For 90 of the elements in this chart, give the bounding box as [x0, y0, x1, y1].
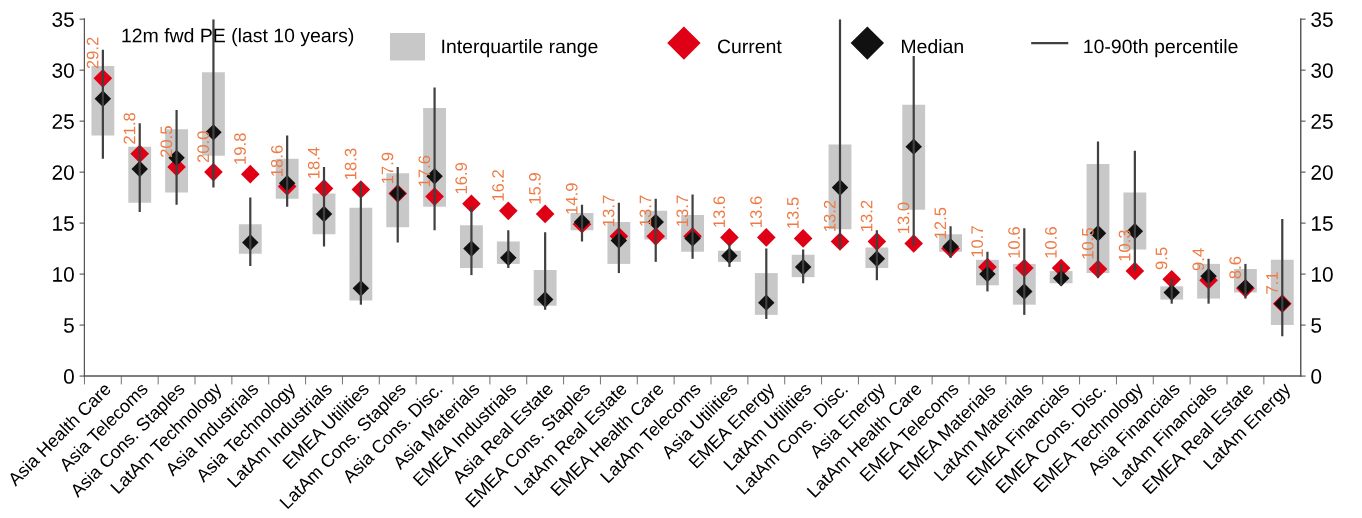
data-label: 13.6 — [713, 196, 726, 227]
y2-tick-label: 0 — [1311, 369, 1322, 384]
bar — [1170, 278, 1173, 304]
y-tick-label: 10 — [53, 267, 74, 282]
y2-tick-label: 30 — [1311, 63, 1333, 78]
bar — [765, 248, 768, 319]
data-label: 18.3 — [344, 148, 357, 180]
data-label: 20.0 — [197, 131, 210, 163]
bar — [138, 123, 141, 212]
bar — [507, 230, 510, 268]
y-tick-label: 0 — [63, 369, 74, 384]
bar — [359, 182, 362, 305]
data-label: 21.8 — [123, 112, 136, 144]
data-label: 19.8 — [234, 133, 246, 164]
data-label: 7.1 — [1266, 272, 1278, 294]
bar — [101, 49, 104, 159]
data-label: 17.9 — [381, 152, 394, 184]
bar — [175, 109, 178, 205]
data-label: 14.9 — [565, 183, 578, 214]
data-label: 9.5 — [1155, 247, 1168, 270]
bar — [1281, 219, 1284, 337]
point — [793, 229, 813, 248]
data-label: 10.3 — [1118, 230, 1131, 261]
data-label: 18.4 — [307, 147, 320, 178]
y2-tick-label: 10 — [1312, 267, 1333, 282]
bar — [691, 194, 694, 259]
y-tick-label: 30 — [52, 63, 74, 78]
point — [756, 228, 776, 247]
bar — [1023, 228, 1026, 315]
data-label: 15.9 — [528, 173, 541, 204]
point — [462, 194, 481, 214]
legend-label: Current — [717, 39, 782, 54]
point — [1125, 261, 1145, 281]
point — [240, 164, 260, 184]
y-tick-label: 35 — [52, 12, 74, 27]
point — [498, 201, 518, 221]
data-label: 10.6 — [1044, 227, 1057, 258]
data-label: 17.6 — [418, 155, 431, 187]
y2-tick-label: 5 — [1311, 318, 1322, 333]
y2-tick-label: 35 — [1311, 12, 1333, 27]
bar — [875, 230, 878, 281]
y-tick-label: 15 — [53, 216, 74, 231]
point — [720, 228, 739, 247]
data-label: 16.2 — [492, 170, 504, 201]
bar — [396, 167, 399, 243]
data-label: 13.2 — [823, 200, 836, 232]
data-label: 10.6 — [1008, 227, 1020, 258]
bar — [949, 226, 952, 258]
bar — [286, 135, 289, 207]
legend-label: Median — [901, 39, 963, 54]
data-label: 13.6 — [750, 196, 762, 227]
y2-tick-label: 20 — [1311, 165, 1333, 180]
data-label: 8.6 — [1229, 256, 1242, 279]
data-label: 13.5 — [786, 197, 799, 228]
y-tick-label: 20 — [52, 165, 74, 180]
data-label: 13.0 — [897, 202, 910, 234]
data-label: 13.7 — [676, 195, 689, 226]
bar — [617, 202, 620, 274]
data-label: 29.2 — [86, 37, 99, 69]
point — [535, 204, 555, 224]
y-tick-label: 5 — [63, 318, 74, 333]
data-label: 16.9 — [455, 162, 468, 194]
data-label: 18.6 — [270, 145, 283, 176]
bar — [912, 55, 915, 246]
bar — [1133, 150, 1136, 272]
bar — [1096, 141, 1100, 279]
data-label: 9.4 — [1192, 248, 1205, 271]
bar — [654, 198, 657, 262]
legend-label: Interquartile range — [442, 39, 598, 58]
bar — [728, 243, 731, 267]
bar — [1207, 258, 1210, 304]
bar — [249, 197, 252, 266]
data-label: 10.7 — [971, 226, 984, 257]
bar — [470, 206, 473, 276]
data-label: 13.7 — [639, 195, 652, 226]
bar — [1244, 263, 1247, 299]
y2-tick-label: 25 — [1311, 114, 1333, 129]
data-label: 13.7 — [602, 195, 615, 226]
y2-tick-label: 15 — [1312, 216, 1333, 231]
y-tick-label: 25 — [52, 114, 74, 129]
data-label: 13.2 — [860, 200, 873, 232]
bar — [986, 251, 989, 292]
bar — [322, 167, 326, 247]
bar — [838, 19, 842, 249]
bar — [433, 87, 436, 231]
bar — [544, 232, 547, 310]
data-label: 10.5 — [1081, 228, 1094, 259]
legend-label: 10-90th percentile — [1084, 39, 1238, 58]
data-label: 20.5 — [160, 126, 173, 158]
data-label: 12.5 — [934, 207, 947, 239]
